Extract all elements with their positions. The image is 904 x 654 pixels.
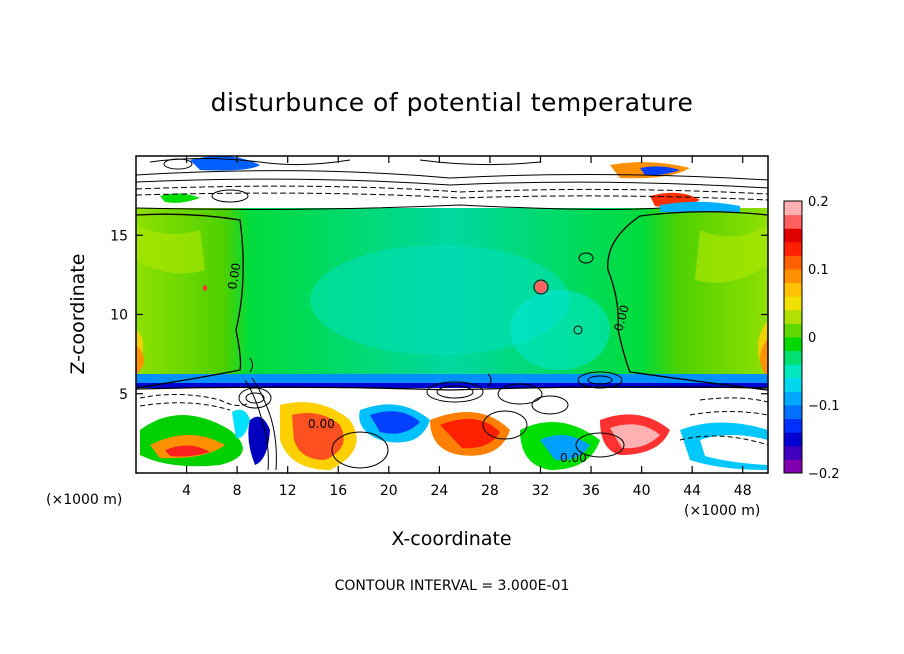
colorbar-band-9 <box>784 337 802 352</box>
y-tick-label-1: 10 <box>110 308 128 324</box>
colorbar-band-2 <box>784 432 802 447</box>
contour-label-2: 0.00 <box>308 417 335 431</box>
x-tick-label-9: 40 <box>633 483 651 499</box>
colorbar-band-15 <box>784 255 802 270</box>
y-axis: 5 10 15 <box>110 228 768 403</box>
x-unit-left: (×1000 m) <box>46 492 123 508</box>
colorbar-band-4 <box>784 405 802 420</box>
colorbar: 0.2 0.1 0 −0.1 −0.2 <box>783 195 840 482</box>
colorbar-band-12 <box>784 296 802 311</box>
colorbar-band-7 <box>784 364 802 379</box>
contour-interval-note: CONTOUR INTERVAL = 3.000E-01 <box>334 578 570 594</box>
heatmap-field <box>136 156 768 473</box>
colorbar-band-1 <box>784 445 802 460</box>
x-axis: 4 8 12 16 20 24 28 32 36 40 44 48 <box>182 156 752 499</box>
colorbar-label-1: 0.1 <box>808 263 829 278</box>
x-tick-label-8: 36 <box>582 483 600 499</box>
contour-label-0: 0.00 <box>225 262 243 291</box>
contour-label-3: 0.00 <box>560 451 587 465</box>
y-tick-label-2: 15 <box>110 228 128 244</box>
y-axis-label: Z-coordinate <box>67 253 89 375</box>
colorbar-band-6 <box>784 377 802 392</box>
colorbar-band-19 <box>784 201 802 216</box>
x-tick-label-4: 20 <box>380 483 398 499</box>
colorbar-band-11 <box>784 309 802 324</box>
colorbar-band-3 <box>784 418 802 433</box>
colorbar-band-17 <box>784 228 802 243</box>
chart-title: disturbunce of potential temperature <box>210 88 694 117</box>
x-tick-label-5: 24 <box>430 483 448 499</box>
x-axis-label: X-coordinate <box>391 528 512 550</box>
x-unit-right: (×1000 m) <box>684 503 761 519</box>
colorbar-band-5 <box>784 391 802 406</box>
colorbar-band-14 <box>784 269 802 284</box>
x-tick-label-11: 48 <box>734 483 752 499</box>
x-tick-label-1: 8 <box>233 483 242 499</box>
colorbar-label-4: −0.2 <box>808 467 840 482</box>
colorbar-band-8 <box>784 350 802 365</box>
x-tick-label-0: 4 <box>182 483 191 499</box>
x-tick-label-6: 28 <box>481 483 499 499</box>
x-tick-label-3: 16 <box>329 483 347 499</box>
x-tick-label-7: 32 <box>532 483 550 499</box>
colorbar-band-16 <box>784 241 802 256</box>
colorbar-band-0 <box>784 459 802 474</box>
colorbar-band-18 <box>784 214 802 229</box>
colorbar-band-10 <box>784 323 802 338</box>
colorbar-label-0: 0.2 <box>808 195 829 210</box>
colorbar-frame <box>783 200 803 474</box>
x-tick-label-10: 44 <box>683 483 701 499</box>
x-tick-label-2: 12 <box>279 483 297 499</box>
colorbar-label-2: 0 <box>808 331 816 346</box>
y-tick-label-0: 5 <box>119 387 128 403</box>
colorbar-label-3: −0.1 <box>808 399 840 414</box>
contour-label-1: 0.00 <box>611 303 631 332</box>
colorbar-band-13 <box>784 282 802 297</box>
